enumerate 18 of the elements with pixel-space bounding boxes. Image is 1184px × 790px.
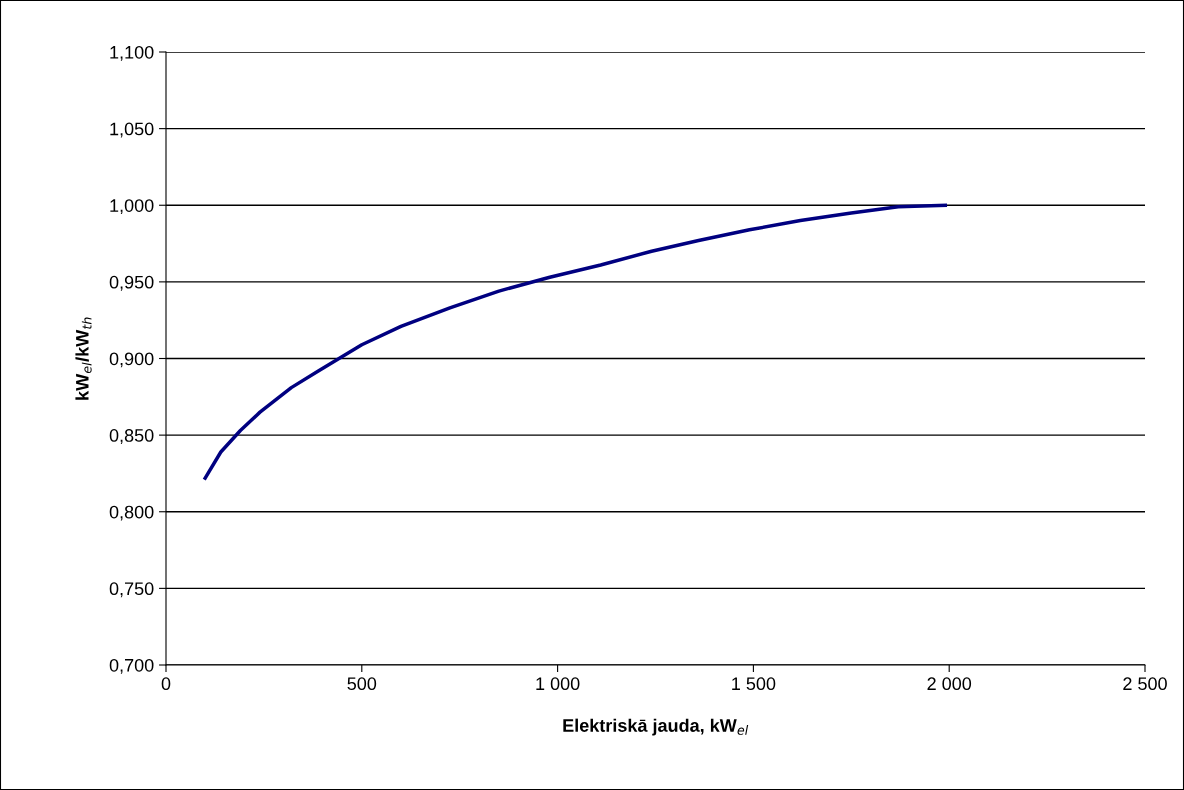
x-tick-label: 2 000 — [927, 677, 972, 691]
x-tick-label: 0 — [161, 677, 171, 691]
y-tick-label: 0,850 — [109, 429, 154, 444]
y-axis-title: kW$_{el}$/kW$_{th}$ — [75, 317, 92, 400]
x-tick-label: 1 000 — [536, 677, 580, 691]
x-axis-title: Elektriskā jauda, kW$_{el}$ — [563, 718, 749, 736]
y-tick-label: 0,700 — [109, 658, 154, 674]
line-series — [203, 203, 948, 480]
y-tick-label: 1,100 — [110, 45, 154, 61]
x-tick-label: 2 500 — [1123, 677, 1167, 691]
x-tick-label: 500 — [347, 677, 377, 691]
y-tick-label: 0,900 — [109, 352, 154, 368]
y-tick-label: 1,000 — [110, 199, 154, 215]
y-tick-label: 0,800 — [109, 505, 154, 521]
y-tick-label: 0,750 — [109, 582, 154, 598]
y-tick-label: 0,950 — [109, 275, 154, 291]
y-tick-label: 1,050 — [110, 122, 154, 138]
x-tick-label: 1 500 — [732, 677, 776, 691]
